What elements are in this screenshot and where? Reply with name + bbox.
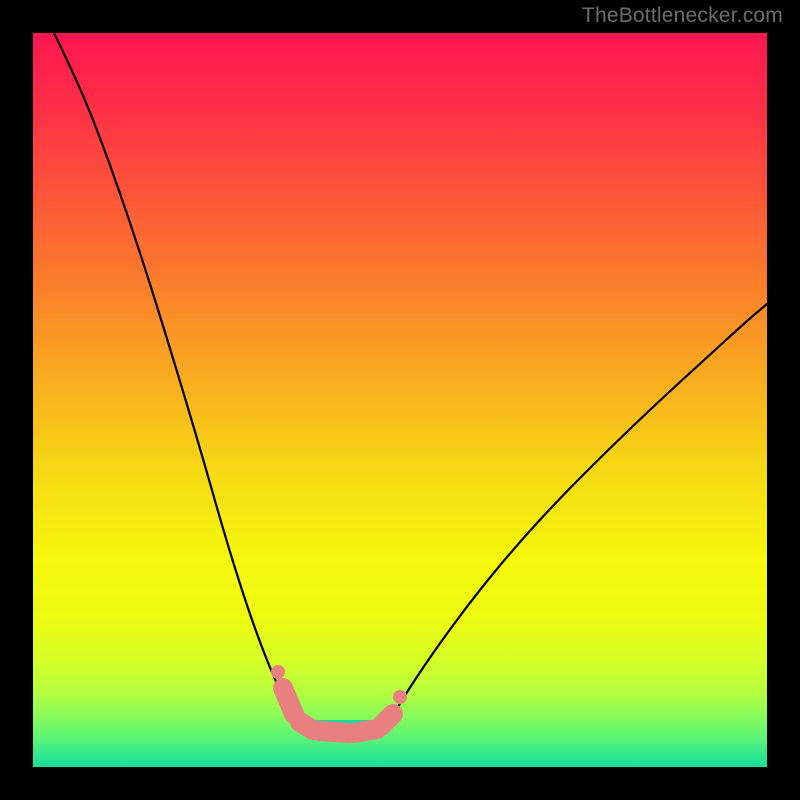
data-bead <box>381 714 393 726</box>
curve-layer <box>0 0 800 800</box>
chart-stage: TheBottlenecker.com <box>0 0 800 800</box>
data-bead <box>320 731 348 733</box>
bottleneck-curve-right <box>390 304 767 720</box>
data-bead <box>283 688 294 714</box>
watermark-text: TheBottlenecker.com <box>582 4 783 28</box>
bottleneck-curve-left <box>54 33 297 720</box>
data-bead-dot <box>393 690 407 704</box>
data-bead-dot <box>271 665 285 679</box>
